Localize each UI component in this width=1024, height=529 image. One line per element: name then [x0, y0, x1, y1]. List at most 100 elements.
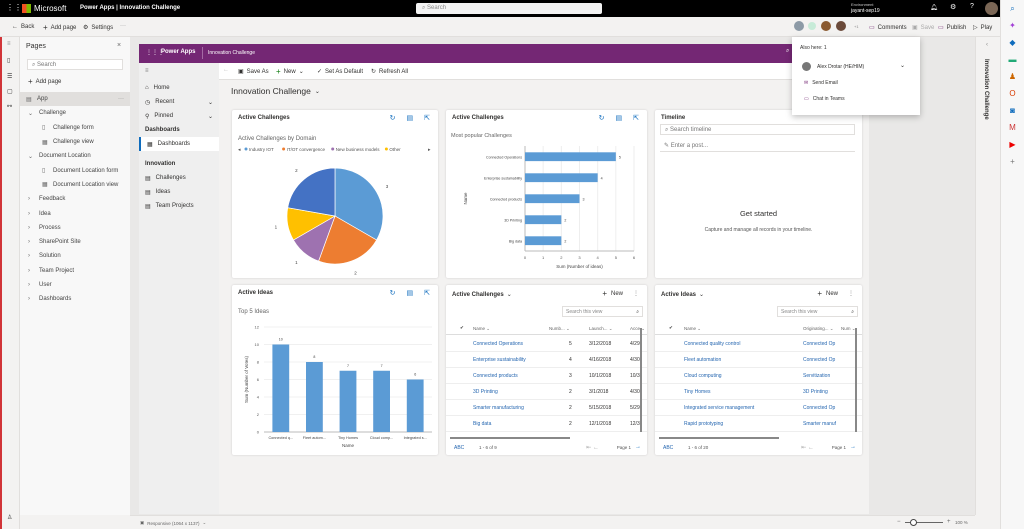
cell[interactable]: Integrated service management: [684, 405, 755, 411]
first-page-icon[interactable]: ⇤ ←: [801, 445, 814, 451]
save-button[interactable]: ▣ Save: [912, 24, 934, 32]
extra-users-count[interactable]: +1: [854, 24, 859, 29]
next-page-icon[interactable]: →: [635, 444, 641, 450]
games-icon[interactable]: ♟: [1008, 72, 1017, 81]
expand-icon[interactable]: ⇱: [633, 115, 639, 122]
vertical-scrollbar[interactable]: [640, 328, 642, 432]
column-header[interactable]: Acce ⌄: [630, 326, 646, 331]
table-row[interactable]: Connected Operations 5 3/12/2018 4/29: [446, 336, 647, 352]
tree-item[interactable]: ▦ Document Location view: [20, 178, 130, 192]
tree-item[interactable]: › User: [20, 278, 130, 292]
avatar[interactable]: [985, 2, 998, 15]
tree-item[interactable]: › Solution: [20, 249, 130, 263]
youtube-icon[interactable]: ▶: [1009, 140, 1016, 149]
cell[interactable]: Smarter manufacturing: [473, 405, 524, 411]
collaborator-avatar[interactable]: [794, 21, 804, 31]
horizontal-scrollbar[interactable]: [659, 437, 779, 439]
responsive-selector[interactable]: ▣ Responsive (1064 x 1137) ⌄: [140, 520, 206, 526]
nav-pinned[interactable]: ⚲ Pinned ⌄: [139, 109, 219, 123]
table-row[interactable]: Integrated service management Connected O…: [655, 400, 862, 416]
abc-filter[interactable]: ABC: [663, 445, 674, 451]
view-selector[interactable]: Active Ideas ⌄: [661, 291, 704, 299]
export-icon[interactable]: ▤: [615, 115, 623, 122]
cell[interactable]: Big data: [473, 421, 492, 427]
timeline-search-input[interactable]: ⌕ Search timeline: [660, 124, 855, 135]
collaborator-avatar[interactable]: [808, 22, 816, 30]
pages-search-input[interactable]: ⌕ Search: [27, 59, 123, 70]
chevron-left-icon[interactable]: ‹: [986, 42, 988, 48]
pages-icon[interactable]: ▯: [7, 58, 11, 64]
refresh-icon[interactable]: ↻: [389, 115, 396, 122]
nav-recent[interactable]: ◷ Recent ⌄: [139, 95, 219, 109]
column-header[interactable]: Name ⌄: [473, 326, 491, 331]
tree-item[interactable]: ⌄ Document Location: [20, 149, 130, 163]
export-icon[interactable]: ▤: [406, 290, 414, 297]
close-icon[interactable]: ×: [117, 42, 122, 49]
nav-home[interactable]: ⌂ Home: [139, 81, 219, 95]
more-vertical-icon[interactable]: ⋮: [633, 291, 639, 297]
new-button[interactable]: + New: [602, 289, 623, 298]
column-header[interactable]: Launch... ⌄: [589, 326, 613, 331]
cell[interactable]: Enterprise sustainability: [473, 357, 526, 363]
account-icon[interactable]: ♙: [7, 515, 13, 521]
cell[interactable]: 3D Printing: [803, 389, 828, 395]
more-vertical-icon[interactable]: ⋮: [848, 291, 854, 297]
abc-filter[interactable]: ABC: [454, 445, 465, 451]
column-header[interactable]: Name ⌄: [684, 326, 702, 331]
more-icon[interactable]: ···: [118, 96, 124, 103]
search-icon[interactable]: ⌕: [1010, 4, 1015, 13]
zoom-in-button[interactable]: +: [947, 519, 951, 525]
settings-button[interactable]: ⚙ Settings: [83, 24, 113, 32]
cell[interactable]: Connected Op: [803, 405, 836, 411]
save-as-button[interactable]: ▣ Save As: [238, 68, 269, 76]
tree-item[interactable]: ▯ Challenge form: [20, 121, 130, 135]
office-icon[interactable]: O: [1009, 89, 1016, 98]
tree-item[interactable]: ⌄ Challenge: [20, 106, 130, 120]
nav-ideas[interactable]: ▤ Ideas: [139, 185, 219, 199]
refresh-all-button[interactable]: ↻ Refresh All: [371, 68, 408, 76]
back-button[interactable]: ← Back: [12, 24, 34, 30]
app-launcher-icon[interactable]: ⋮⋮⋮: [6, 3, 30, 12]
expand-icon[interactable]: ⇱: [424, 115, 430, 122]
chat-teams-button[interactable]: ▭ Chat in Teams: [804, 96, 845, 102]
view-selector[interactable]: Active Challenges ⌄: [452, 291, 512, 299]
post-input[interactable]: ✎ Enter a post...: [660, 140, 855, 152]
cell[interactable]: Smarter manuf: [803, 421, 837, 427]
search-view-input[interactable]: Search this view ⌕: [562, 306, 643, 317]
add-icon[interactable]: +: [1010, 157, 1015, 166]
tree-item[interactable]: › Feedback: [20, 192, 130, 206]
environment-name[interactable]: jayant-sep19: [851, 8, 880, 14]
gear-icon[interactable]: ⚙: [950, 4, 957, 11]
first-page-icon[interactable]: ⇤ ←: [586, 445, 599, 451]
table-row[interactable]: Enterprise sustainability 4 4/16/2018 4/30: [446, 352, 647, 368]
vertical-scrollbar[interactable]: [855, 328, 857, 432]
column-header[interactable]: Num ⌄: [841, 326, 856, 331]
hamburger-icon[interactable]: ≡: [145, 68, 149, 74]
cell[interactable]: Servitization: [803, 373, 831, 379]
collaborator-avatar[interactable]: [836, 21, 846, 31]
cell[interactable]: Connected Op: [803, 357, 836, 363]
search-icon[interactable]: ⌕: [786, 48, 790, 54]
more-button[interactable]: ···: [120, 23, 126, 29]
table-row[interactable]: Tiny Homes 3D Printing: [655, 384, 862, 400]
cell[interactable]: Cloud computing: [684, 373, 722, 379]
cell[interactable]: 3D Printing: [473, 389, 498, 395]
dashboard-selector[interactable]: Innovation Challenge ⌄: [231, 86, 320, 96]
send-email-button[interactable]: ✉ Send Email: [804, 80, 838, 86]
tools-icon[interactable]: ▬: [1008, 55, 1017, 64]
tree-item[interactable]: › Dashboards: [20, 292, 130, 306]
cell[interactable]: Connected quality control: [684, 341, 741, 347]
table-row[interactable]: Cloud computing Servitization: [655, 368, 862, 384]
nav-dashboards[interactable]: ▦ Dashboards: [139, 137, 219, 151]
table-row[interactable]: Rapid prototyping Smarter manuf: [655, 416, 862, 432]
tree-item[interactable]: › Idea: [20, 206, 130, 220]
expand-icon[interactable]: ⇱: [424, 290, 430, 297]
nav-team-projects[interactable]: ▤ Team Projects: [139, 199, 219, 213]
play-button[interactable]: ▷ Play: [973, 24, 992, 32]
tree-item[interactable]: › SharePoint Site: [20, 235, 130, 249]
select-all-checkbox[interactable]: ✔: [669, 325, 673, 330]
export-icon[interactable]: ▤: [406, 115, 414, 122]
data-icon[interactable]: ▢: [7, 89, 13, 95]
nav-challenges[interactable]: ▤ Challenges: [139, 171, 219, 185]
zoom-out-button[interactable]: −: [897, 519, 901, 525]
